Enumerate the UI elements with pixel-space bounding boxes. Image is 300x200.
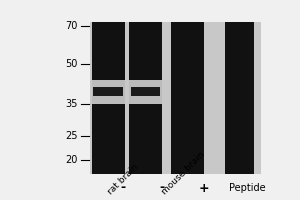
Text: Peptide: Peptide	[230, 183, 266, 193]
Bar	[129, 22, 162, 35]
Bar	[129, 80, 162, 104]
Text: rat brain: rat brain	[106, 162, 140, 196]
Bar	[92, 22, 124, 174]
Bar	[225, 22, 254, 174]
Text: -: -	[120, 182, 126, 194]
Text: mouse brain: mouse brain	[160, 150, 206, 196]
Text: 35: 35	[66, 99, 78, 109]
Bar	[171, 22, 204, 35]
Bar	[171, 22, 204, 174]
Bar	[92, 22, 124, 35]
Text: 50: 50	[66, 59, 78, 69]
Text: -: -	[159, 182, 165, 194]
Bar	[93, 87, 123, 96]
Bar	[225, 22, 254, 35]
Bar	[92, 80, 124, 104]
Text: 20: 20	[66, 155, 78, 165]
Text: 25: 25	[65, 131, 78, 141]
Text: 70: 70	[66, 21, 78, 31]
Bar	[90, 22, 261, 174]
Text: +: +	[199, 182, 209, 194]
Bar	[129, 22, 162, 174]
Bar	[131, 87, 160, 96]
